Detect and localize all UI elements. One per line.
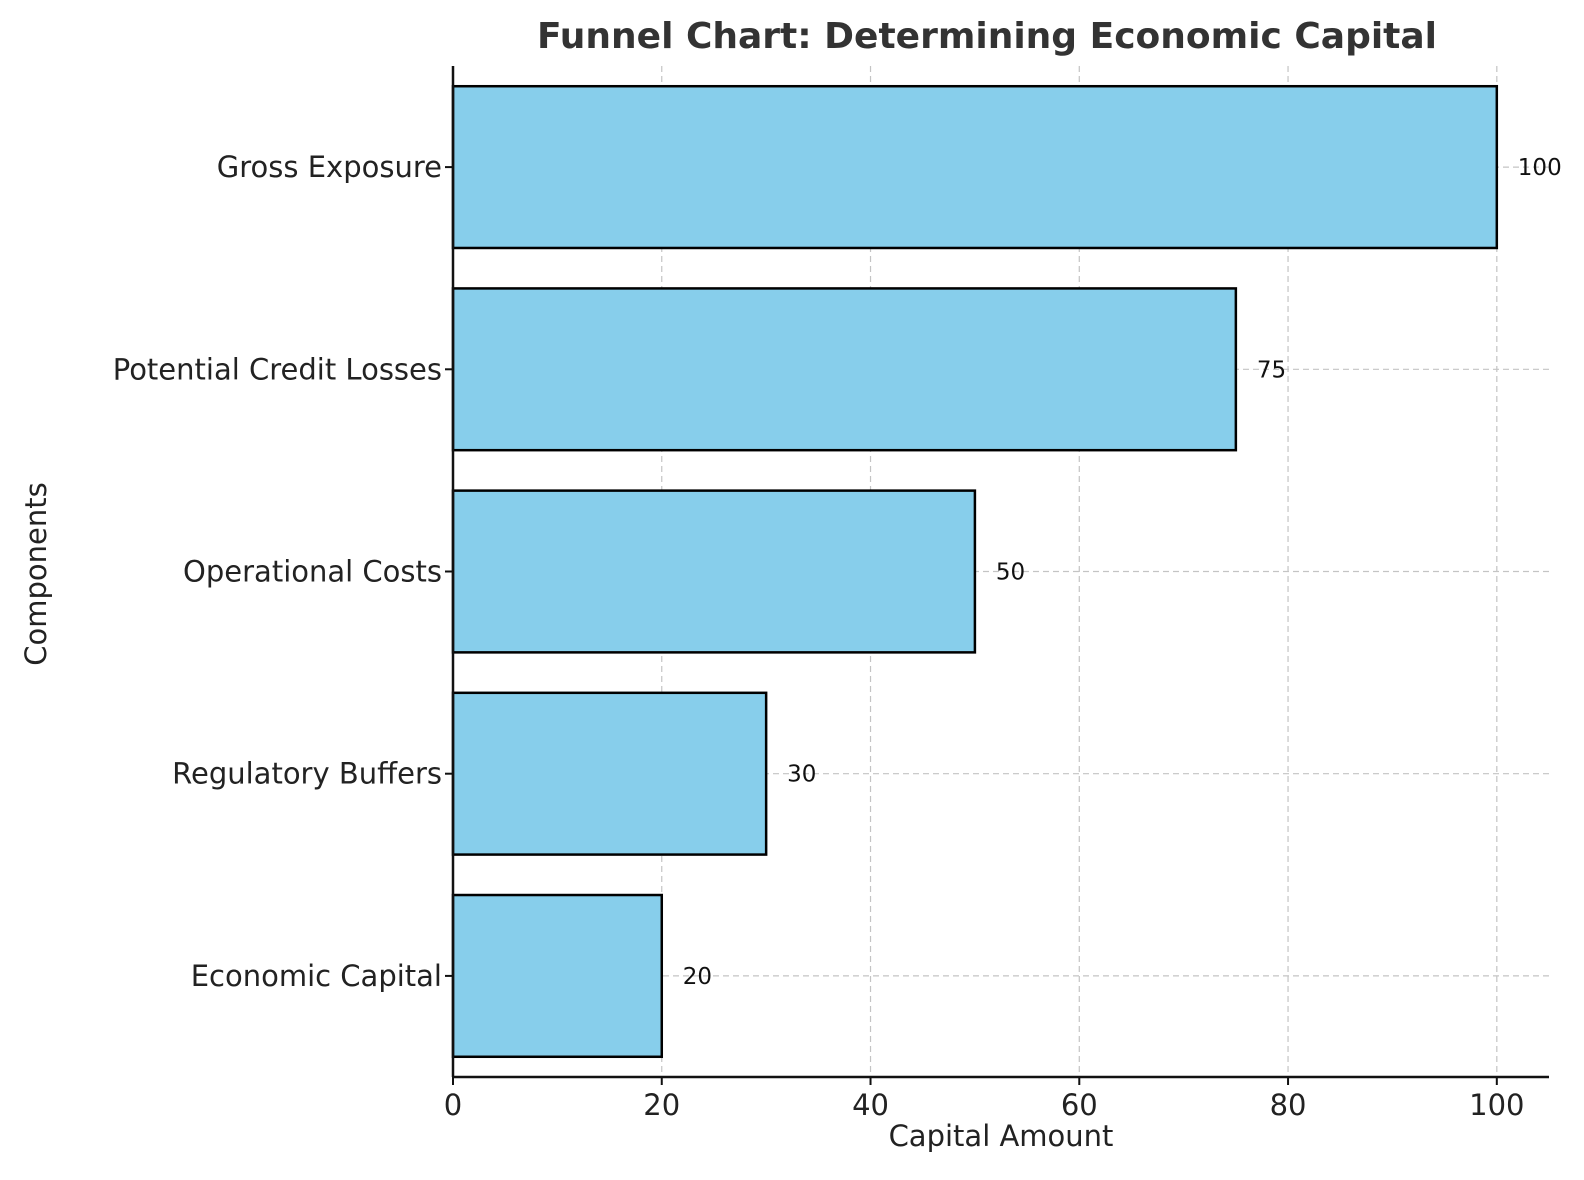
bar [451, 84, 1499, 250]
y-tick-label: Gross Exposure [217, 150, 442, 184]
y-tick-label: Operational Costs [183, 555, 442, 589]
x-tick-label: 100 [1469, 1088, 1524, 1122]
y-tick-label: Potential Credit Losses [113, 352, 442, 386]
x-axis-ticks: 0 20 40 60 80 100 [444, 1077, 1524, 1122]
y-tick-label: Economic Capital [191, 959, 442, 993]
bar [451, 489, 977, 654]
data-label: 100 [1518, 155, 1562, 181]
data-label: 50 [996, 560, 1025, 586]
y-tick-label: Regulatory Buffers [172, 757, 442, 791]
bar [451, 691, 768, 856]
x-axis-label: Capital Amount [889, 1119, 1114, 1153]
bar [451, 893, 664, 1059]
y-axis-ticks: Gross Exposure Potential Credit Losses Ope… [113, 150, 453, 993]
x-tick-label: 20 [643, 1088, 680, 1122]
x-tick-label: 80 [1270, 1088, 1307, 1122]
bar [451, 287, 1238, 452]
data-label: 30 [787, 762, 816, 788]
chart-title: Funnel Chart: Determining Economic Capit… [537, 16, 1437, 57]
bars [451, 84, 1499, 1059]
x-tick-label: 0 [444, 1088, 462, 1122]
data-label: 20 [683, 964, 712, 990]
data-labels: 100 75 50 30 20 [683, 155, 1562, 990]
x-tick-label: 40 [852, 1088, 889, 1122]
data-label: 75 [1257, 357, 1286, 383]
x-tick-label: 60 [1061, 1088, 1098, 1122]
y-axis-label: Components [19, 482, 53, 665]
